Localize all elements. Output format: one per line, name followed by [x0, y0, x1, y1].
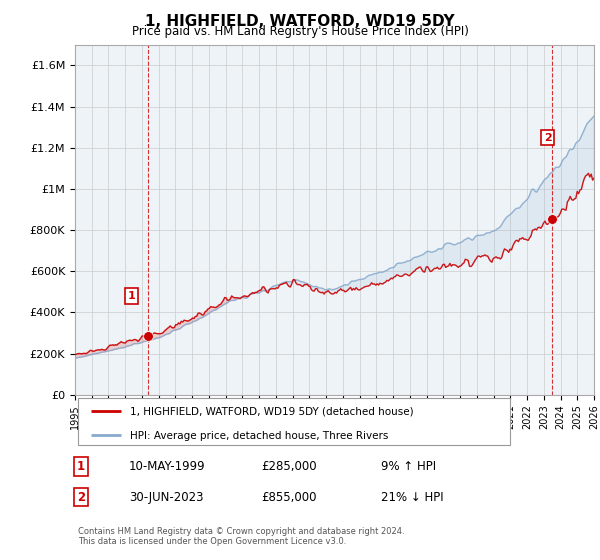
Text: 21% ↓ HPI: 21% ↓ HPI	[381, 491, 443, 504]
Text: 9% ↑ HPI: 9% ↑ HPI	[381, 460, 436, 473]
FancyBboxPatch shape	[78, 398, 510, 445]
Text: Price paid vs. HM Land Registry's House Price Index (HPI): Price paid vs. HM Land Registry's House …	[131, 25, 469, 38]
Text: 10-MAY-1999: 10-MAY-1999	[129, 460, 206, 473]
Text: 1: 1	[77, 460, 85, 473]
Text: 2: 2	[77, 491, 85, 504]
Text: 1, HIGHFIELD, WATFORD, WD19 5DY: 1, HIGHFIELD, WATFORD, WD19 5DY	[145, 14, 455, 29]
Text: Contains HM Land Registry data © Crown copyright and database right 2024.: Contains HM Land Registry data © Crown c…	[78, 528, 404, 536]
Text: 1: 1	[128, 291, 136, 301]
Text: £285,000: £285,000	[261, 460, 317, 473]
Text: £855,000: £855,000	[261, 491, 317, 504]
Text: This data is licensed under the Open Government Licence v3.0.: This data is licensed under the Open Gov…	[78, 537, 346, 546]
Text: HPI: Average price, detached house, Three Rivers: HPI: Average price, detached house, Thre…	[130, 431, 388, 441]
Text: 2: 2	[544, 133, 551, 143]
Text: 30-JUN-2023: 30-JUN-2023	[129, 491, 203, 504]
Text: 1, HIGHFIELD, WATFORD, WD19 5DY (detached house): 1, HIGHFIELD, WATFORD, WD19 5DY (detache…	[130, 407, 413, 417]
